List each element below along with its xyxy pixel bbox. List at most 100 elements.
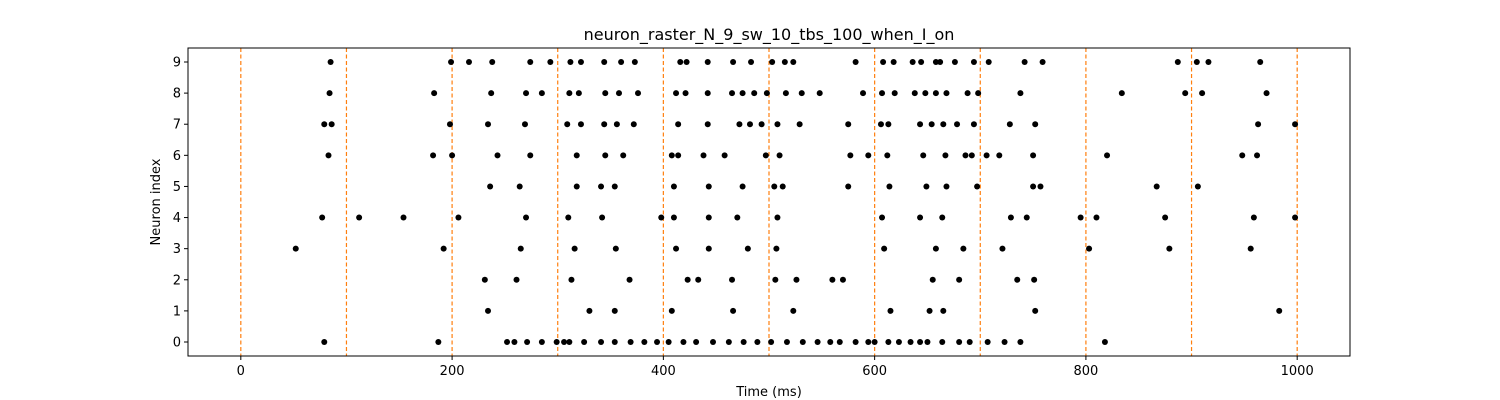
spike-n9-t618: [890, 59, 897, 65]
spike-n4-t795: [1077, 214, 1084, 221]
spike-n3-t956: [1247, 245, 1254, 252]
spike-n0-t623: [895, 339, 902, 345]
spike-n8-t345: [602, 90, 609, 97]
spike-n6-t200: [449, 152, 456, 159]
spike-n9-t636: [909, 59, 916, 65]
spike-n0-t271: [524, 339, 531, 345]
spike-n2-t560: [829, 276, 836, 283]
spike-n4-t154: [400, 214, 407, 221]
spike-n0-t79: [321, 339, 328, 345]
spike-n8-t486: [751, 90, 758, 97]
x-tick-label-600: 600: [862, 364, 887, 379]
spike-n3-t192: [440, 245, 447, 252]
spike-n1-t408: [668, 307, 675, 314]
spike-n6-t182: [430, 152, 437, 159]
spike-n3-t355: [612, 245, 619, 252]
spike-n3-t443: [705, 245, 712, 252]
spike-n0-t680: [956, 339, 963, 345]
spike-n9-t422: [683, 59, 690, 65]
spike-n3-t879: [1166, 245, 1173, 252]
spike-n4-t607: [879, 214, 886, 221]
spike-n9-t676: [951, 59, 958, 65]
spike-n1-t330: [586, 307, 593, 314]
spike-n5-t354: [611, 183, 618, 190]
spike-n8-t358: [615, 90, 622, 97]
y-tick-label-1: 1: [173, 304, 181, 319]
spike-n6-t612: [884, 152, 891, 159]
spike-n5-t264: [516, 183, 523, 190]
spike-n1-t665: [940, 307, 947, 314]
spike-n3-t480: [744, 245, 751, 252]
y-tick-label-5: 5: [173, 180, 181, 195]
spike-n2-t506: [772, 276, 779, 283]
spike-n4-t342: [599, 214, 606, 221]
spike-n1-t752: [1032, 307, 1039, 314]
spike-n2-t680: [956, 276, 963, 283]
spike-n7-t414: [675, 121, 682, 128]
spike-n3-t658: [932, 245, 939, 252]
spike-n0-t818: [1101, 339, 1108, 345]
spike-n0-t447: [710, 339, 717, 345]
spike-n2-t261: [513, 276, 520, 283]
spike-n9-t662: [937, 59, 944, 65]
spike-n4-t470: [734, 214, 741, 221]
y-tick-label-9: 9: [173, 56, 181, 71]
spike-n2-t751: [1031, 276, 1038, 283]
spike-n7-t198: [446, 121, 453, 128]
spike-n6-t718: [996, 152, 1003, 159]
spike-n6-t667: [942, 152, 949, 159]
spike-n0-t462: [725, 339, 732, 345]
spike-n6-t497: [762, 152, 769, 159]
spike-n2-t735: [1014, 276, 1021, 283]
spike-n7-t998: [1292, 121, 1299, 128]
spike-n7-t372: [630, 121, 637, 128]
spike-n6-t510: [776, 152, 783, 159]
spike-n9-t216: [465, 59, 472, 65]
spike-n8-t320: [575, 90, 582, 97]
spike-n6-t820: [1104, 152, 1111, 159]
spike-n4-t744: [1023, 214, 1030, 221]
x-tick-label-400: 400: [651, 364, 676, 379]
spike-n0-t489: [754, 339, 761, 345]
spike-n1-t652: [926, 307, 933, 314]
spike-n9-t708: [985, 59, 992, 65]
spike-n4-t810: [1093, 214, 1100, 221]
spike-n5-t410: [670, 183, 677, 190]
spike-n5-t575: [845, 183, 852, 190]
spike-n7-t678: [954, 121, 961, 128]
spike-n8-t894: [1182, 90, 1189, 97]
spike-n0-t582: [852, 339, 859, 345]
spike-n7-t665: [940, 121, 947, 128]
spike-n5-t697: [974, 183, 981, 190]
y-tick-label-8: 8: [173, 87, 181, 102]
x-tick-label-0: 0: [237, 364, 245, 379]
spike-n8-t619: [891, 90, 898, 97]
spike-n4-t729: [1007, 214, 1014, 221]
spike-n9-t965: [1257, 59, 1264, 65]
spike-n4-t664: [939, 214, 946, 221]
spike-n7-t752: [1032, 121, 1039, 128]
spike-n9-t344: [601, 59, 608, 65]
spike-n4-t206: [455, 214, 462, 221]
spike-n9-t887: [1174, 59, 1181, 65]
spike-n0-t517: [783, 339, 790, 345]
spike-n4-t270: [523, 214, 530, 221]
spike-n6-t362: [620, 152, 627, 159]
spike-n0-t600: [871, 339, 878, 345]
spike-n1-t354: [611, 307, 618, 314]
spike-n0-t405: [665, 339, 672, 345]
spike-n7-t963: [1255, 121, 1262, 128]
spike-n3-t684: [960, 245, 967, 252]
spike-n9-t694: [970, 59, 977, 65]
spike-n8-t285: [538, 90, 545, 97]
spike-n4-t998: [1292, 214, 1299, 221]
spike-n6-t243: [494, 152, 501, 159]
spike-n9-t503: [769, 59, 776, 65]
x-axis-ticks: 0 200 400 600 800 1000: [237, 356, 1314, 379]
spike-n7-t508: [774, 121, 781, 128]
spike-n0-t558: [827, 339, 834, 345]
spike-n9-t442: [704, 59, 711, 65]
spike-n6-t438: [700, 152, 707, 159]
spike-n5-t443: [705, 183, 712, 190]
